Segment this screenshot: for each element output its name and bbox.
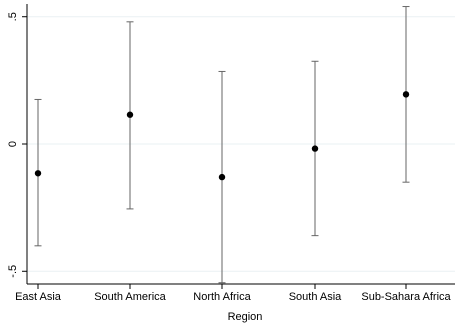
x-tick-label: South America (94, 291, 166, 303)
y-axis-ticks: -.5 0 .5 (7, 12, 27, 278)
estimate-point (126, 111, 134, 118)
estimate-point (402, 91, 410, 98)
x-axis-title: Region (228, 311, 263, 323)
y-tick-label: .5 (7, 12, 19, 21)
gridlines (27, 16, 455, 272)
estimate-point (34, 170, 42, 177)
error-bars (34, 6, 410, 284)
estimate-points (34, 91, 410, 181)
x-tick-label: South Asia (289, 291, 342, 303)
estimate-point (311, 145, 319, 152)
x-axis-ticks: East Asia South America North Africa South … (15, 284, 452, 303)
y-tick-label: -.5 (7, 265, 19, 278)
x-tick-label: East Asia (15, 291, 62, 303)
y-tick-label: 0 (7, 141, 19, 147)
estimate-point (218, 173, 226, 181)
x-tick-label: Sub-Sahara Africa (361, 291, 451, 303)
x-tick-label: North Africa (193, 291, 251, 303)
